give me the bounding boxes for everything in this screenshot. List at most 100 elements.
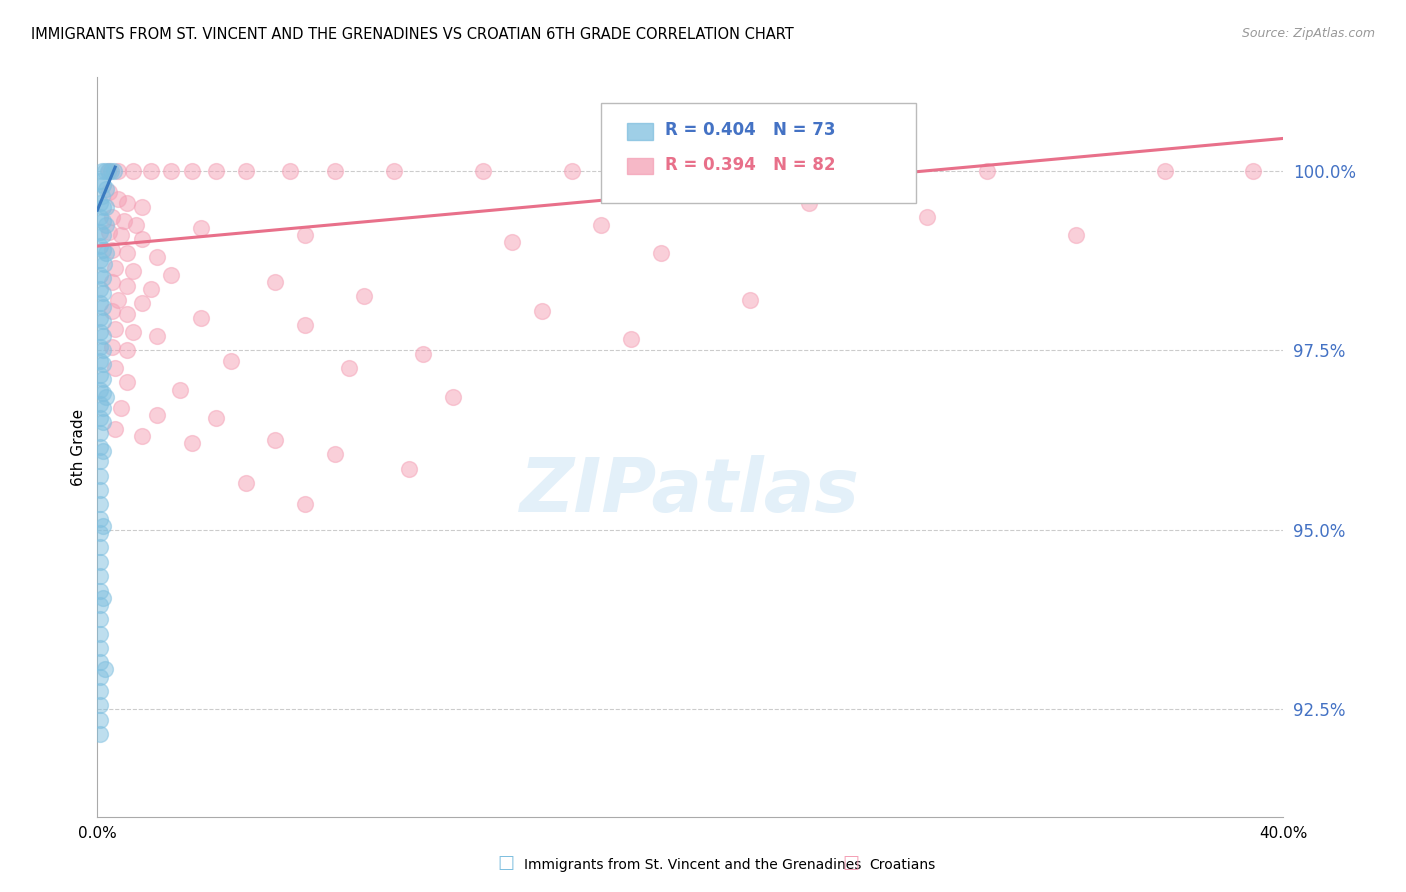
Point [89,282,111,296]
Point [115,376,138,390]
Point [91,200,114,214]
Point [115,196,138,211]
Point [100,163,122,178]
Point [89,268,111,282]
Point [471,163,494,178]
Point [91,358,114,372]
Point [96,200,118,214]
Point [591,218,613,232]
Point [89,541,111,555]
Point [89,512,111,526]
Point [294,318,316,332]
Text: Immigrants from St. Vincent and the Grenadines: Immigrants from St. Vincent and the Gren… [524,858,862,872]
Point [1064,228,1087,243]
Point [205,163,228,178]
Point [620,332,643,346]
Point [89,397,111,411]
Point [89,626,111,640]
Point [122,325,145,339]
Point [97,163,120,178]
Point [139,282,162,296]
Point [91,519,114,533]
Point [125,218,148,232]
Point [89,411,111,425]
Point [89,454,111,468]
Point [917,211,939,225]
Point [323,447,346,461]
Point [89,612,111,626]
Point [131,296,153,310]
Point [107,163,129,178]
Point [101,243,124,257]
Point [181,163,204,178]
Text: □: □ [498,855,515,872]
Point [89,174,111,188]
Point [91,386,114,401]
Point [679,163,702,178]
Point [110,401,132,415]
Point [107,293,129,307]
Point [131,200,153,214]
Text: R = 0.394   N = 82: R = 0.394 N = 82 [665,156,835,174]
Point [89,211,111,225]
Point [235,163,257,178]
Point [98,163,121,178]
Point [115,278,138,293]
Point [104,422,127,436]
Text: Croatians: Croatians [869,858,935,872]
Point [181,436,204,450]
Point [89,468,111,483]
Point [976,163,998,178]
Point [91,591,114,605]
Point [101,211,124,225]
Text: □: □ [842,855,859,872]
Point [89,296,111,310]
Point [797,196,820,211]
Point [89,340,111,354]
Point [91,343,114,358]
Point [110,228,132,243]
Point [98,186,121,200]
Point [90,163,112,178]
Point [107,193,129,207]
Point [235,475,257,490]
Point [89,598,111,612]
Point [89,727,111,741]
Point [89,483,111,497]
Text: IMMIGRANTS FROM ST. VINCENT AND THE GRENADINES VS CROATIAN 6TH GRADE CORRELATION: IMMIGRANTS FROM ST. VINCENT AND THE GREN… [31,27,793,42]
Point [89,670,111,684]
Point [89,253,111,268]
Point [89,640,111,655]
Point [160,268,183,282]
Point [145,408,167,422]
Point [1153,163,1175,178]
Text: R = 0.404   N = 73: R = 0.404 N = 73 [665,121,835,139]
Point [122,264,145,278]
Point [738,293,761,307]
Point [169,383,191,397]
Point [131,232,153,246]
Point [89,310,111,325]
FancyBboxPatch shape [627,158,654,174]
Point [412,347,434,361]
Point [294,228,316,243]
Point [323,163,346,178]
Point [160,163,183,178]
Point [96,182,118,196]
Point [91,372,114,386]
Point [89,655,111,669]
Point [190,310,212,325]
Point [89,713,111,727]
Point [101,303,124,318]
Point [441,390,464,404]
Point [91,300,114,314]
Point [398,461,420,475]
Point [96,390,118,404]
Point [115,307,138,321]
Point [103,163,125,178]
Point [89,526,111,541]
Point [94,163,117,178]
Point [96,246,118,260]
Point [91,443,114,458]
Point [89,698,111,713]
